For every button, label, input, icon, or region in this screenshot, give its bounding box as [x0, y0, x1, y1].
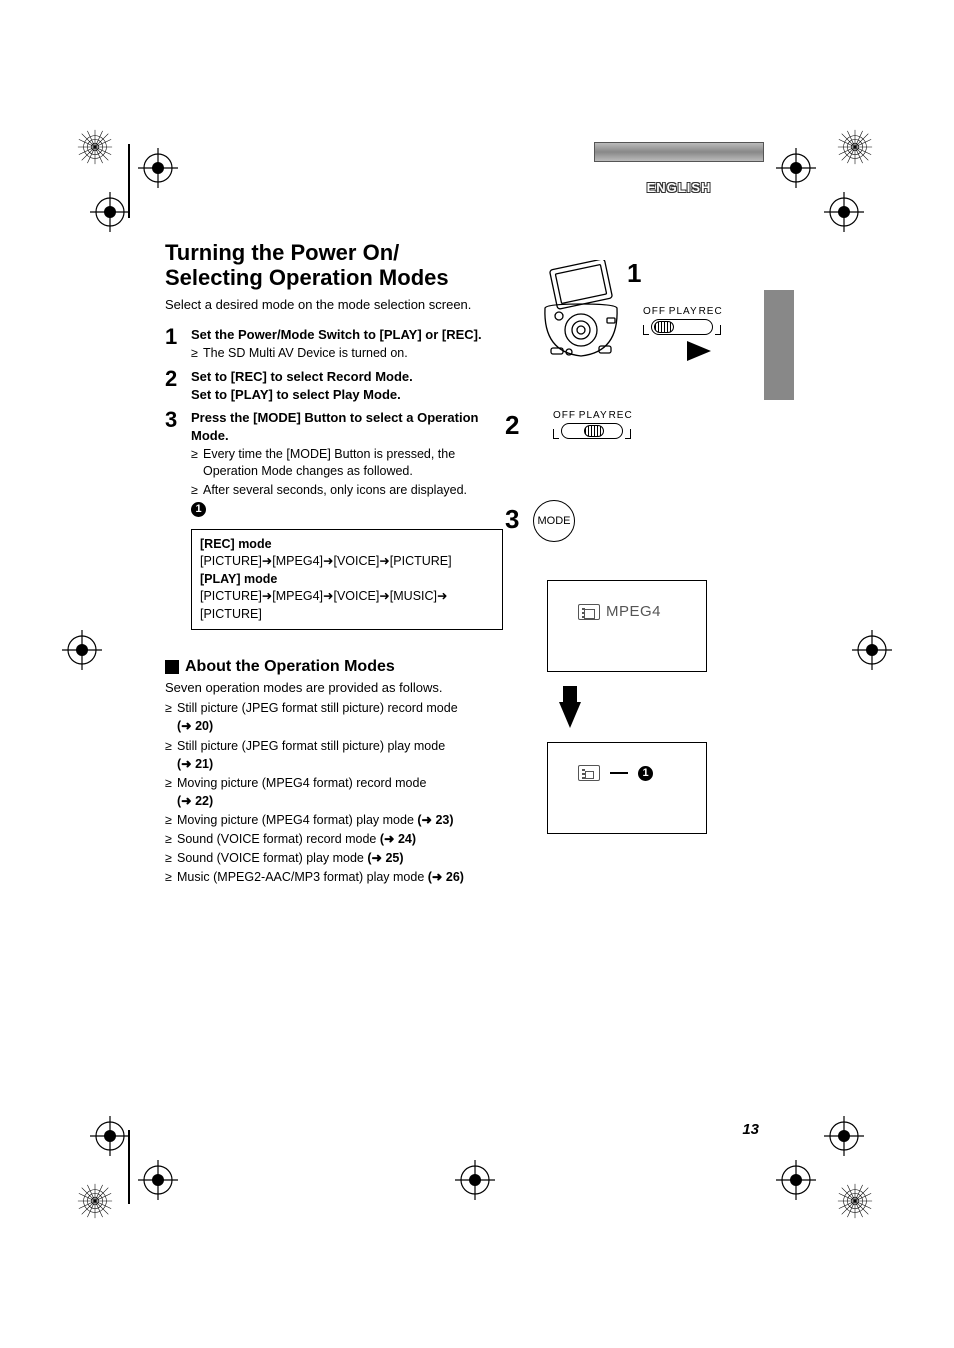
radial-mark-icon: [836, 128, 874, 166]
step-2: 2 Set to [REC] to select Record Mode. Se…: [165, 368, 505, 403]
mode-list-item: ≥Sound (VOICE format) play mode (➜ 25): [165, 849, 505, 867]
page-subtitle: Select a desired mode on the mode select…: [165, 297, 505, 312]
step-3: 3 Press the [MODE] Button to select a Op…: [165, 409, 505, 519]
step-1: 1 Set the Power/Mode Switch to [PLAY] or…: [165, 326, 505, 362]
register-mark-icon: [852, 630, 892, 670]
register-mark-icon: [90, 1116, 130, 1156]
figure-3: 3 MODE: [525, 500, 775, 560]
mode-rec-label: [REC] mode: [200, 536, 494, 554]
arrow-right-icon: [687, 341, 711, 361]
circled-ref: 1: [191, 502, 206, 517]
step-number: 3: [165, 409, 191, 519]
mode-play-label: [PLAY] mode: [200, 571, 494, 589]
mode-play-sequence-a: [PICTURE]➜[MPEG4]➜[VOICE]➜[MUSIC]➜: [200, 588, 494, 606]
title-line-2: Selecting Operation Modes: [165, 265, 449, 290]
right-column: 1 OFF PLAY: [525, 260, 775, 834]
switch-labels: OFF PLAY REC: [553, 410, 631, 421]
figure-number: 3: [505, 504, 519, 535]
picture-icon: [578, 765, 600, 781]
register-mark-icon: [455, 1160, 495, 1200]
arrow-down-icon: [559, 686, 775, 728]
section-title: About the Operation Modes: [185, 658, 395, 676]
mode-button-icon: MODE: [533, 500, 575, 542]
mode-list-item: ≥Music (MPEG2-AAC/MP3 format) play mode …: [165, 868, 505, 886]
radial-mark-icon: [836, 1182, 874, 1220]
step-number: 1: [165, 326, 191, 362]
step-bullet: ≥Every time the [MODE] Button is pressed…: [191, 446, 505, 480]
switch-diagram: OFF PLAY REC: [643, 306, 721, 361]
mode-rec-sequence: [PICTURE]➜[MPEG4]➜[VOICE]➜[PICTURE]: [200, 553, 494, 571]
step-heading: Press the [MODE] Button to select a Oper…: [191, 409, 505, 444]
mode-list-item: ≥Sound (VOICE format) record mode (➜ 24): [165, 830, 505, 848]
page-number: 13: [742, 1121, 759, 1138]
switch-labels: OFF PLAY REC: [643, 306, 721, 317]
circled-ref: 1: [638, 766, 653, 781]
radial-mark-icon: [76, 128, 114, 166]
step-heading: Set to [REC] to select Record Mode.: [191, 368, 505, 386]
register-mark-icon: [824, 1116, 864, 1156]
register-mark-icon: [824, 192, 864, 232]
mode-play-sequence-b: [PICTURE]: [200, 606, 494, 624]
section-intro: Seven operation modes are provided as fo…: [165, 680, 505, 695]
screen-after: 1: [547, 742, 707, 834]
figure-2: 2 OFF PLAY REC: [525, 410, 775, 470]
page: ENGLISH Turning the Power On/ Selecting …: [0, 0, 954, 1348]
screen-before: MPEG4: [547, 580, 707, 672]
mode-list: ≥Still picture (JPEG format still pictur…: [165, 699, 505, 886]
mode-list-item: ≥Moving picture (MPEG4 format) record mo…: [165, 774, 505, 810]
step-heading: Set the Power/Mode Switch to [PLAY] or […: [191, 326, 505, 344]
step-bullet: ≥The SD Multi AV Device is turned on.: [191, 345, 505, 362]
register-mark-icon: [138, 1160, 178, 1200]
mode-sequence-box: [REC] mode [PICTURE]➜[MPEG4]➜[VOICE]➜[PI…: [191, 529, 503, 631]
page-title: Turning the Power On/ Selecting Operatio…: [165, 240, 505, 291]
device-icon: [525, 260, 635, 370]
figure-number: 2: [505, 410, 519, 441]
register-mark-icon: [90, 192, 130, 232]
section-header: About the Operation Modes: [165, 658, 505, 676]
step-bullet: ≥After several seconds, only icons are d…: [191, 482, 505, 499]
register-mark-icon: [138, 148, 178, 188]
step-number: 2: [165, 368, 191, 403]
callout-line: [610, 772, 628, 774]
mode-list-item: ≥Moving picture (MPEG4 format) play mode…: [165, 811, 505, 829]
mode-list-item: ≥Still picture (JPEG format still pictur…: [165, 737, 505, 773]
left-column: Turning the Power On/ Selecting Operatio…: [165, 240, 505, 888]
radial-mark-icon: [76, 1182, 114, 1220]
language-bar-strip: [594, 142, 764, 162]
register-mark-icon: [776, 1160, 816, 1200]
title-line-1: Turning the Power On/: [165, 240, 399, 265]
step-heading: Set to [PLAY] to select Play Mode.: [191, 386, 505, 404]
figure-1: 1 OFF PLAY: [525, 260, 775, 390]
language-bar: ENGLISH: [594, 142, 764, 195]
switch-diagram: OFF PLAY REC: [553, 410, 631, 439]
mode-list-item: ≥Still picture (JPEG format still pictur…: [165, 699, 505, 735]
mpeg-label: MPEG4: [606, 603, 661, 620]
language-label: ENGLISH: [594, 180, 764, 195]
mpeg-icon: [578, 604, 600, 620]
section-square-icon: [165, 660, 179, 674]
register-mark-icon: [776, 148, 816, 188]
register-mark-icon: [62, 630, 102, 670]
